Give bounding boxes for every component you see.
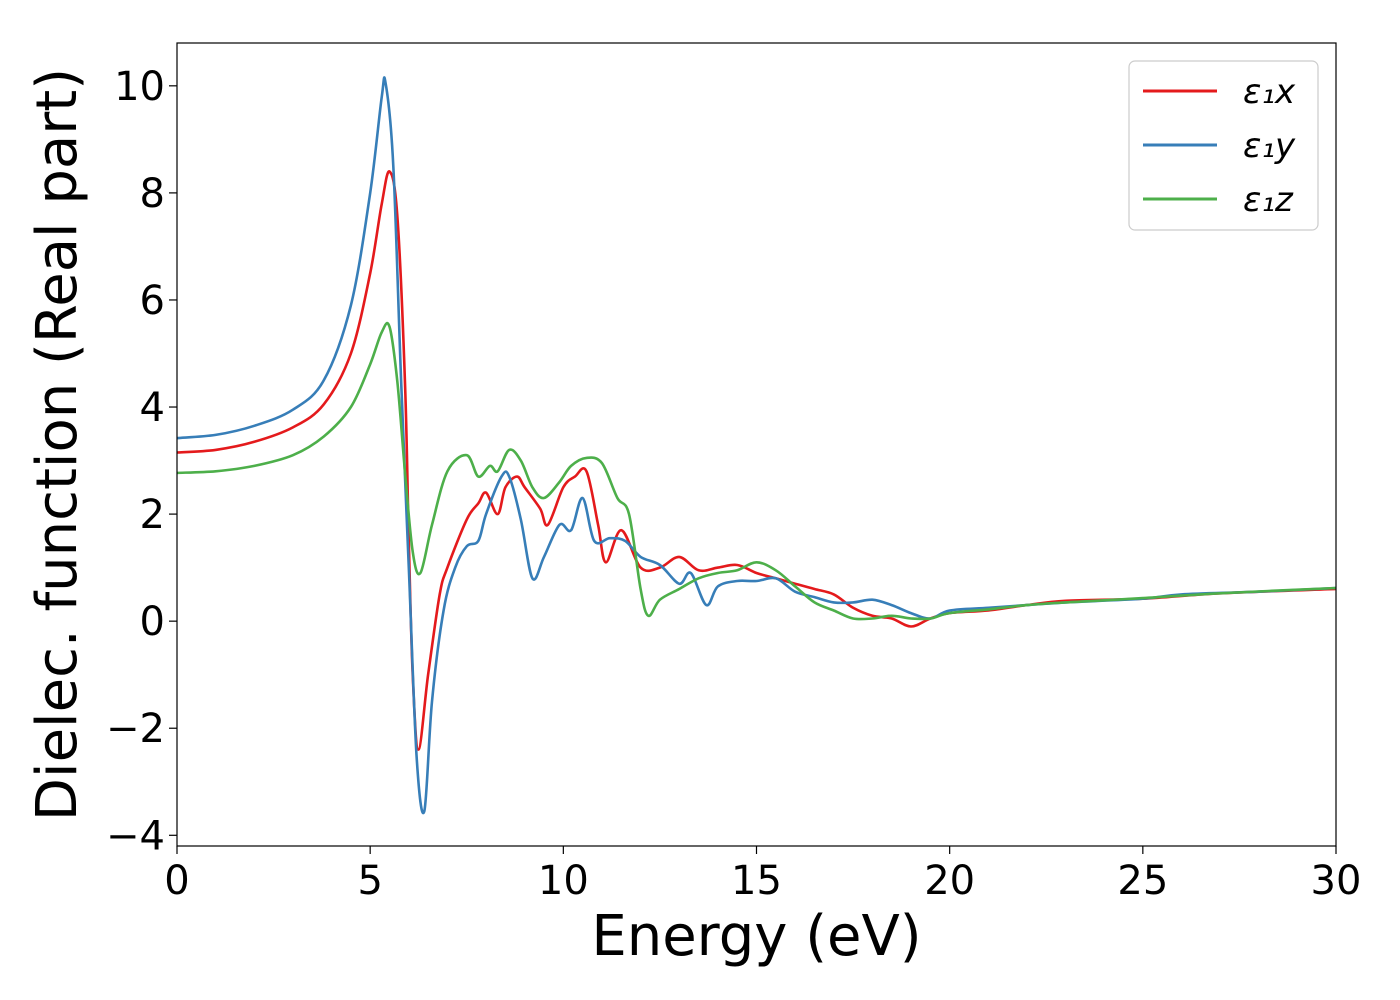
x-tick-label: 25 (1117, 858, 1168, 904)
x-tick-label: 15 (731, 858, 782, 904)
x-tick-label: 5 (357, 858, 382, 904)
series-line-2 (177, 321, 1336, 621)
y-tick-label: 2 (140, 492, 165, 538)
legend-label-1: ε₁y (1243, 126, 1296, 166)
y-tick-label: 4 (140, 385, 165, 431)
y-tick-label: 0 (140, 599, 165, 645)
y-axis-ticks: −4 −2 0 2 4 6 8 10 (106, 64, 177, 859)
y-tick-label: 8 (140, 171, 165, 217)
y-axis-label: Dielec. function (Real part) (25, 68, 90, 821)
x-tick-label: 10 (538, 858, 589, 904)
y-tick-label: −4 (106, 813, 165, 859)
series-line-1 (177, 76, 1336, 815)
legend-label-2: ε₁z (1243, 180, 1294, 220)
legend-box (1128, 60, 1319, 231)
series-line-0 (177, 170, 1336, 751)
x-axis-label: Energy (eV) (591, 904, 921, 969)
legend: ε₁x ε₁y ε₁z (1128, 60, 1319, 231)
x-axis-ticks: 0 5 10 15 20 25 30 (164, 846, 1361, 904)
x-tick-label: 0 (164, 858, 189, 904)
legend-label-0: ε₁x (1243, 72, 1296, 112)
x-tick-label: 20 (924, 858, 975, 904)
series-group (177, 76, 1336, 815)
x-tick-label: 30 (1311, 858, 1362, 904)
y-tick-label: −2 (106, 706, 165, 752)
y-tick-label: 10 (114, 64, 165, 110)
y-tick-label: 6 (140, 278, 165, 324)
